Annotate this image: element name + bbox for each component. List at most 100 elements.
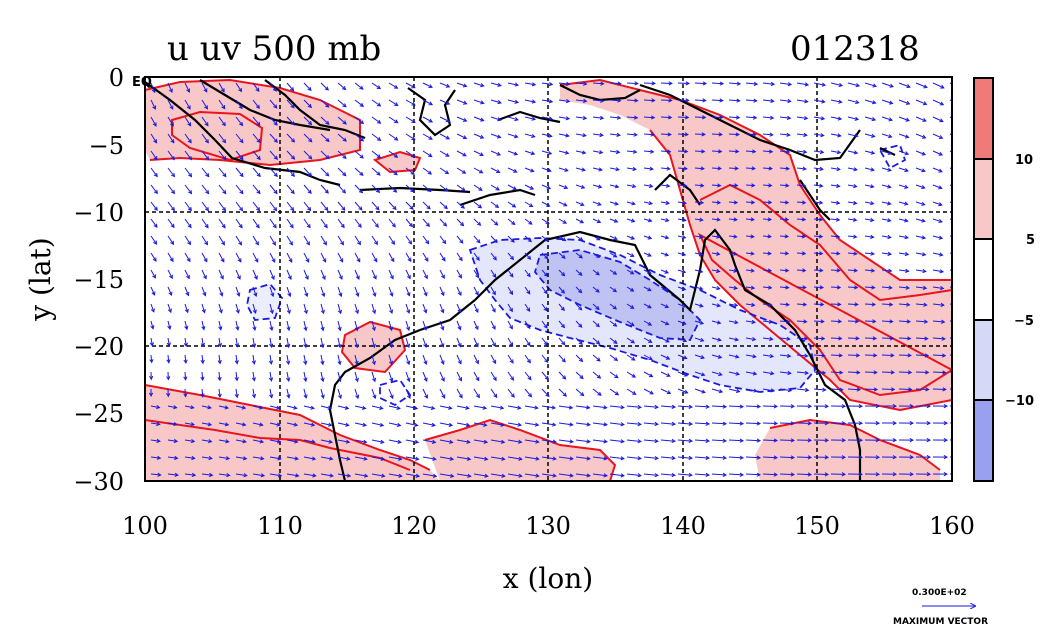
- wind-vector-head: [220, 88, 225, 93]
- wind-vector: [490, 167, 500, 173]
- wind-vector-head: [699, 234, 704, 239]
- wind-vector: [490, 116, 501, 121]
- wind-vector-head: [750, 234, 755, 239]
- wind-vector-head: [183, 359, 188, 365]
- wind-vector: [626, 116, 638, 119]
- wind-vector-head: [630, 305, 635, 309]
- wind-vector: [388, 218, 396, 228]
- wind-vector-head: [518, 456, 523, 461]
- wind-vector-head: [477, 204, 483, 209]
- wind-vector-head: [190, 405, 195, 410]
- wind-vector: [830, 303, 841, 305]
- wind-vector-head: [406, 274, 411, 280]
- wind-vector-head: [735, 115, 741, 120]
- wind-vector: [184, 116, 192, 127]
- wind-vector: [405, 235, 412, 245]
- wind-vector-head: [308, 138, 313, 143]
- wind-vector-head: [733, 251, 738, 256]
- wind-vector: [932, 337, 945, 340]
- wind-vector-head: [362, 439, 368, 444]
- wind-vector: [932, 320, 945, 323]
- wind-vector: [660, 82, 672, 84]
- wind-vector: [303, 320, 307, 331]
- wind-vector-head: [423, 309, 428, 314]
- wind-vector: [575, 303, 582, 311]
- wind-vector-head: [474, 291, 479, 296]
- wind-vector: [150, 167, 158, 177]
- wind-vector: [660, 320, 669, 325]
- wind-vector: [150, 439, 160, 442]
- wind-vector-head: [492, 342, 496, 348]
- wind-vector-head: [320, 343, 325, 349]
- wind-vector-head: [406, 343, 411, 349]
- wind-vector: [150, 252, 157, 262]
- wind-vector: [388, 167, 398, 176]
- wind-vector: [269, 388, 273, 398]
- wind-vector: [796, 116, 808, 119]
- wind-vector-head: [204, 207, 210, 212]
- wind-vector: [507, 337, 514, 347]
- wind-vector: [643, 473, 658, 476]
- wind-vector-head: [943, 420, 949, 426]
- wind-vector-head: [394, 102, 399, 106]
- wind-vector-head: [904, 201, 909, 206]
- wind-vector-head: [271, 258, 276, 263]
- wind-vector: [235, 303, 240, 314]
- wind-vector-head: [835, 234, 841, 239]
- wind-vector: [728, 473, 744, 476]
- wind-vector: [354, 99, 364, 107]
- wind-vector: [592, 235, 601, 241]
- x-tick-label: 140: [660, 512, 706, 540]
- wind-vector: [184, 167, 192, 177]
- wind-vector: [320, 439, 333, 443]
- wind-vector-head: [836, 167, 841, 172]
- wind-vector: [320, 388, 324, 399]
- wind-vector-head: [359, 85, 364, 90]
- wind-vector: [643, 354, 653, 360]
- wind-vector: [252, 252, 259, 263]
- wind-vector-head: [875, 403, 881, 409]
- wind-vector: [796, 286, 806, 289]
- wind-vector-head: [892, 403, 898, 409]
- wind-vector-head: [631, 356, 636, 361]
- wind-vector-head: [819, 302, 825, 307]
- wind-vector: [490, 320, 496, 330]
- wind-vector-head: [821, 370, 827, 375]
- wind-vector-head: [722, 421, 728, 426]
- wind-vector-head: [578, 340, 583, 345]
- wind-vector: [745, 116, 757, 119]
- wind-vector-head: [943, 437, 949, 443]
- wind-vector: [405, 150, 415, 158]
- wind-vector-head: [648, 183, 654, 189]
- wind-vector-head: [496, 169, 501, 173]
- wind-vector-head: [359, 171, 364, 177]
- wind-vector-head: [188, 190, 193, 195]
- wind-vector-head: [943, 403, 949, 409]
- wind-vector: [167, 218, 175, 228]
- wind-vector-head: [241, 405, 247, 410]
- wind-vector: [439, 218, 447, 227]
- wind-vector-head: [253, 292, 258, 297]
- wind-vector-head: [620, 405, 625, 410]
- wind-vector-head: [682, 200, 688, 205]
- wind-vector: [371, 286, 376, 297]
- wind-vector: [439, 116, 450, 122]
- wind-vector-head: [578, 254, 583, 259]
- wind-vector: [507, 269, 514, 278]
- wind-vector: [592, 337, 600, 345]
- wind-vector-head: [342, 172, 347, 177]
- wind-vector: [371, 82, 381, 90]
- wind-vector-head: [702, 81, 708, 86]
- wind-vector-head: [286, 394, 291, 399]
- wind-vector: [898, 354, 911, 356]
- wind-vector-head: [768, 149, 774, 154]
- wind-vector-head: [578, 289, 583, 294]
- wind-vector: [677, 337, 687, 342]
- wind-vector: [830, 116, 842, 120]
- wind-vector-head: [497, 100, 502, 105]
- wind-vector: [371, 218, 379, 228]
- wind-vector: [252, 235, 259, 246]
- wind-vector-head: [166, 359, 171, 364]
- wind-vector: [303, 184, 312, 194]
